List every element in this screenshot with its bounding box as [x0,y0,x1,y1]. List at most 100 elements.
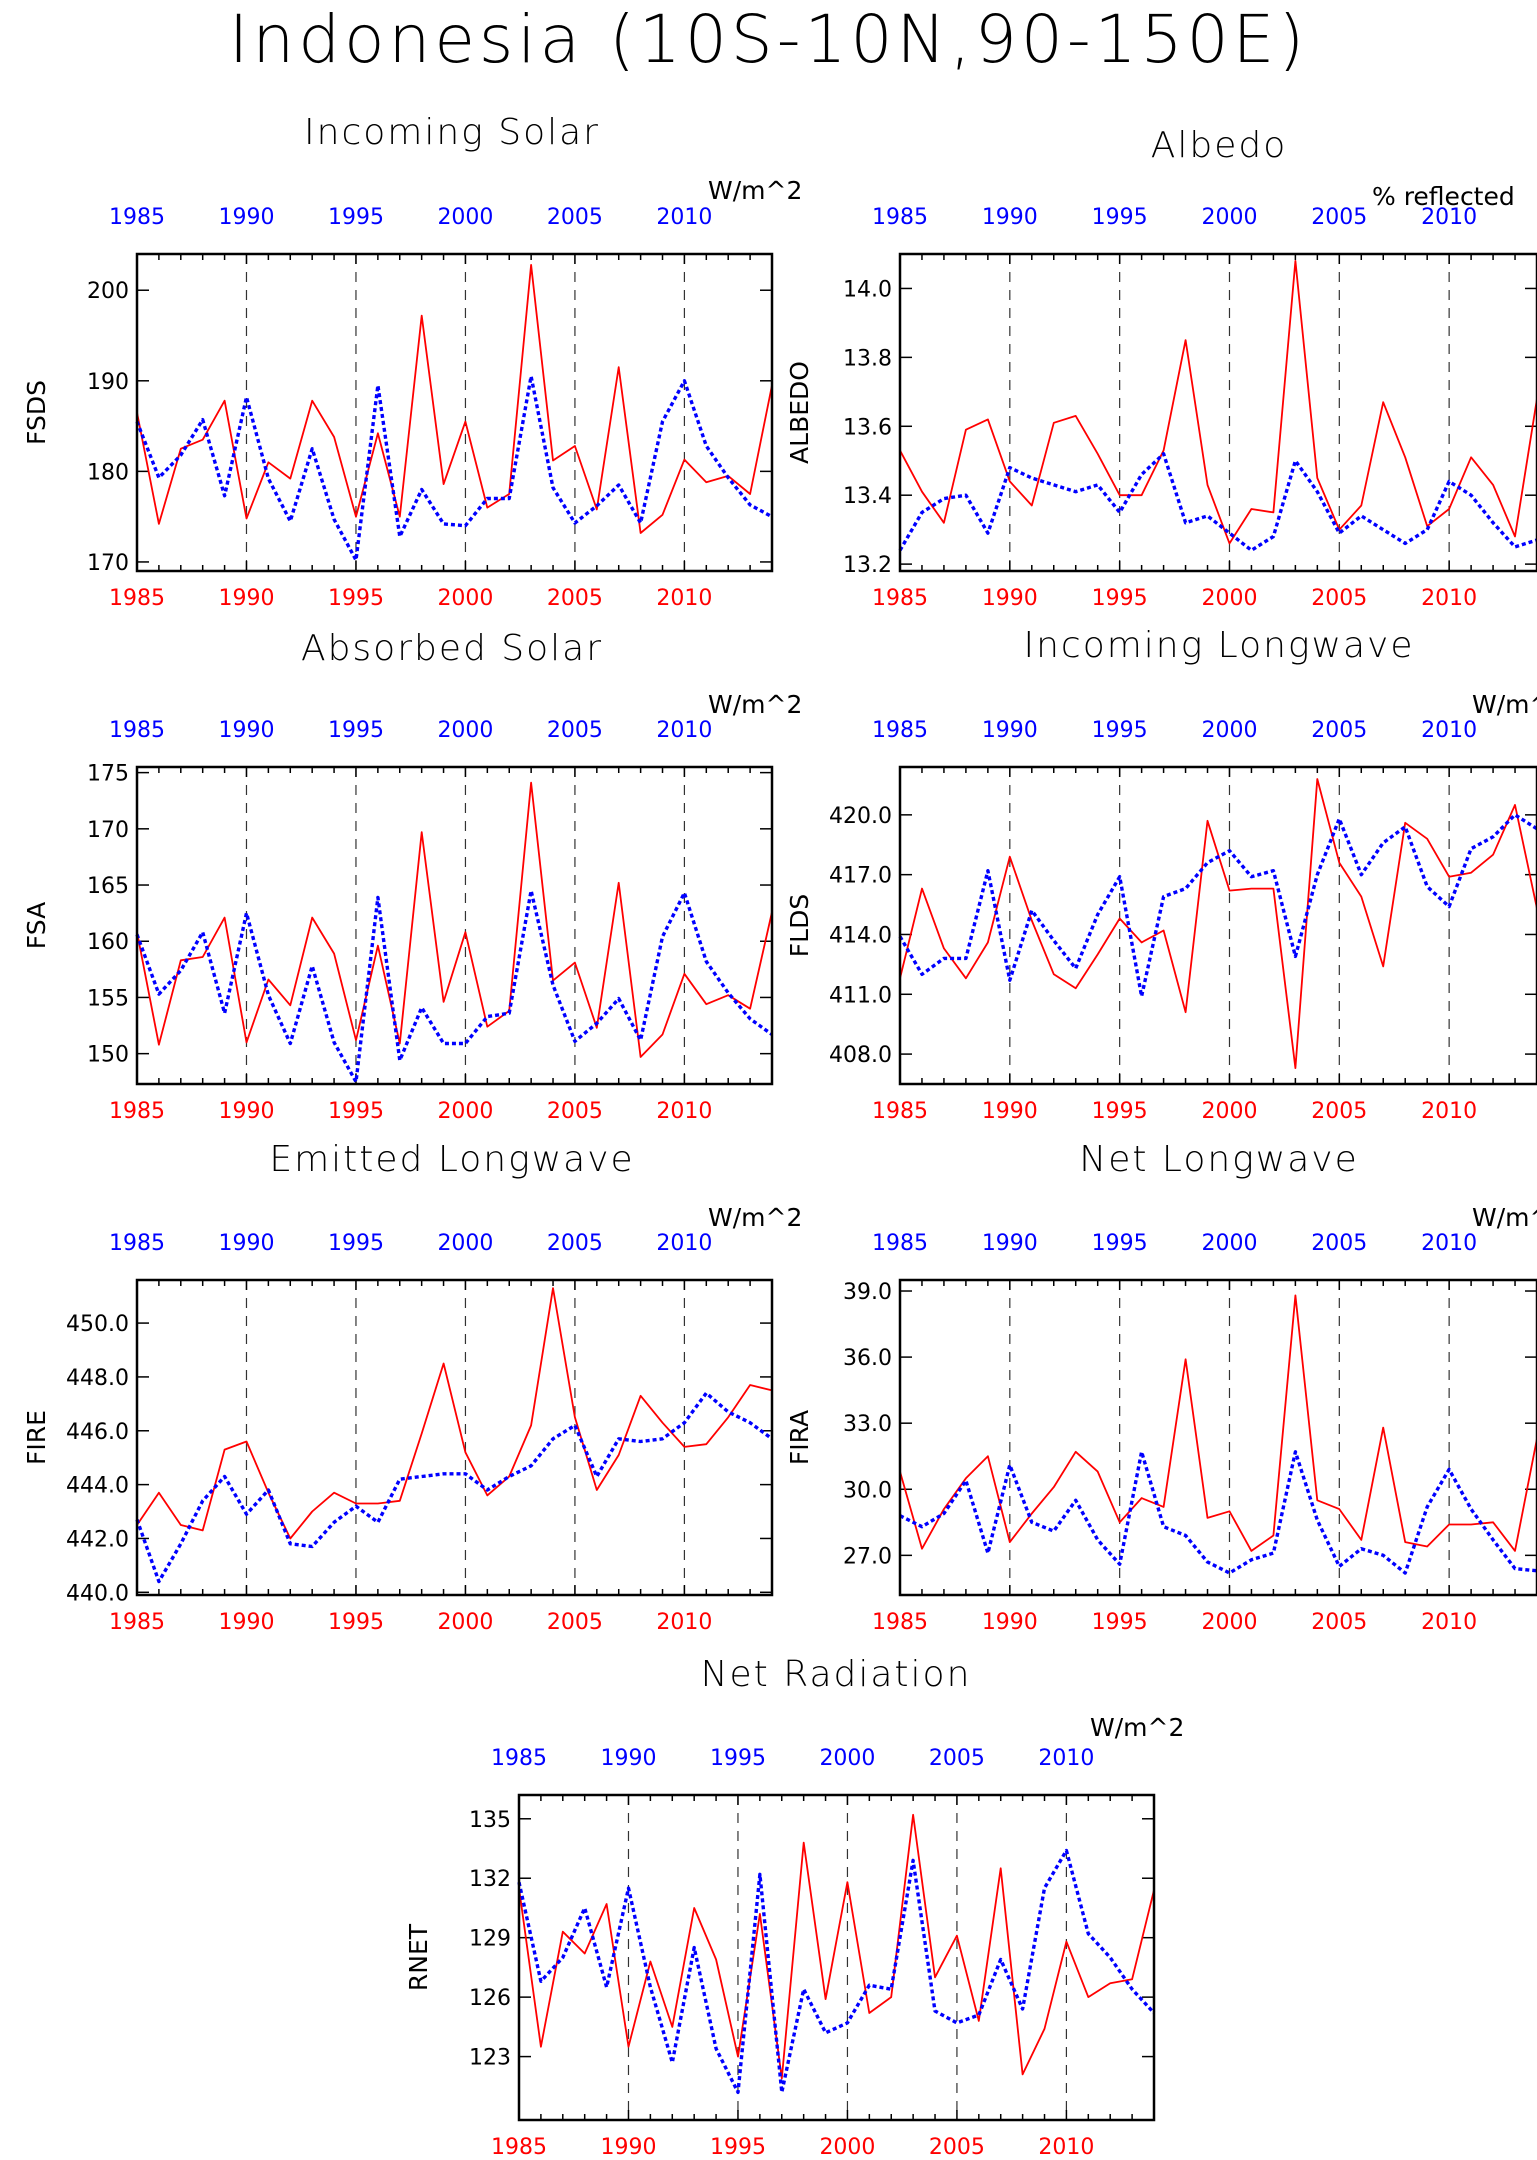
x-tick-label-bottom: 1985 [109,586,165,611]
y-tick-label: 135 [469,1808,511,1833]
x-tick-label-bottom: 1995 [1092,1610,1148,1635]
x-tick-label-top: 1990 [982,1231,1038,1256]
y-tick-label: 13.2 [843,553,892,578]
y-tick-label: 13.8 [843,346,892,371]
y-tick-label: 170 [87,818,129,843]
x-tick-label-bottom: 1995 [1092,586,1148,611]
x-tick-label-top: 1990 [600,1746,656,1771]
x-tick-label-top: 2005 [547,205,603,230]
x-tick-label-top: 2010 [656,1231,712,1256]
x-tick-label-top: 2000 [1201,205,1257,230]
chart-panel-fira: Net Longwave W/m^2 FIRA 27.0 30.0 33.0 36.0 39.… [785,1139,1537,1635]
x-tick-label-top: 1985 [872,718,928,743]
y-axis-label: FIRE [22,1410,51,1465]
plot-frame [135,1278,774,1597]
x-tick-label-bottom: 2010 [1421,1099,1477,1124]
x-tick-label-bottom: 2000 [1201,586,1257,611]
y-tick-label: 36.0 [843,1346,892,1371]
y-axis-label: ALBEDO [785,361,814,464]
y-tick-label: 160 [87,930,129,955]
x-tick-label-bottom: 2000 [437,1099,493,1124]
units-label: W/m^2 [708,1203,802,1232]
plot-frame [517,1793,1156,2122]
x-tick-label-top: 2010 [656,205,712,230]
y-tick-label: 420.0 [829,804,892,829]
x-tick-label-bottom: 2010 [656,586,712,611]
plot-frame [898,765,1537,1086]
plot-frame [135,765,774,1086]
y-tick-label: 155 [87,986,129,1011]
units-label: W/m^2 [708,690,802,719]
y-tick-label: 444.0 [66,1474,129,1499]
y-axis-label: FLDS [785,894,814,957]
x-tick-label-top: 2000 [437,1231,493,1256]
x-tick-label-bottom: 2005 [1311,586,1367,611]
series-line-red [899,1294,1537,1552]
y-tick-label: 33.0 [843,1412,892,1437]
x-tick-label-bottom: 2010 [656,1610,712,1635]
y-tick-label: 411.0 [829,983,892,1008]
x-tick-label-bottom: 1990 [218,1610,274,1635]
series-line-red [136,1287,773,1540]
y-tick-label: 13.4 [843,484,892,509]
x-tick-label-top: 2000 [819,1746,875,1771]
units-label: W/m^2 [1472,1203,1537,1232]
y-tick-label: 442.0 [66,1527,129,1552]
y-tick-label: 132 [469,1867,511,1892]
x-tick-label-bottom: 2000 [1201,1099,1257,1124]
x-tick-label-bottom: 2010 [1421,1610,1477,1635]
y-axis-label: RNET [404,1923,433,1991]
x-tick-label-top: 1985 [109,1231,165,1256]
y-tick-label: 165 [87,874,129,899]
x-tick-label-bottom: 1990 [982,586,1038,611]
x-tick-label-bottom: 2000 [437,586,493,611]
plot-frame [898,1278,1537,1597]
x-tick-label-bottom: 1990 [218,586,274,611]
series-line-blue [898,813,1537,998]
x-tick-label-top: 1995 [328,718,384,743]
y-tick-label: 30.0 [843,1478,892,1503]
y-tick-label: 126 [469,1986,511,2011]
x-tick-label-bottom: 1995 [328,1099,384,1124]
x-tick-label-bottom: 1990 [600,2135,656,2160]
y-tick-label: 408.0 [829,1043,892,1068]
series-line-blue [135,889,773,1084]
x-tick-label-bottom: 2010 [1038,2135,1094,2160]
chart-panel-fire: Emitted Longwave W/m^2 FIRE 440.0 442.0 444.0… [22,1139,802,1635]
x-tick-label-bottom: 2000 [819,2135,875,2160]
chart-title: Emitted Longwave [269,1139,634,1180]
x-tick-label-top: 2005 [1311,718,1367,743]
x-tick-label-bottom: 2005 [547,586,603,611]
series-line-red [518,1813,1155,2080]
plot-frame [898,252,1537,573]
y-axis-label: FSA [22,902,51,949]
series-line-red [136,263,773,534]
x-tick-label-top: 1990 [218,205,274,230]
y-tick-label: 150 [87,1043,129,1068]
x-tick-label-bottom: 1990 [982,1099,1038,1124]
x-tick-label-top: 2000 [1201,718,1257,743]
x-tick-label-top: 2000 [1201,1231,1257,1256]
x-tick-label-top: 1985 [109,205,165,230]
chart-title: Absorbed Solar [301,628,603,669]
plot-frame [135,252,774,573]
x-tick-label-top: 1985 [872,1231,928,1256]
x-tick-label-bottom: 2005 [547,1099,603,1124]
x-tick-label-top: 2010 [1421,1231,1477,1256]
units-label: W/m^2 [708,176,802,205]
x-tick-label-top: 1990 [982,205,1038,230]
y-tick-label: 448.0 [66,1366,129,1391]
x-tick-label-bottom: 1995 [328,586,384,611]
series-line-blue [135,374,773,562]
y-tick-label: 417.0 [829,864,892,889]
y-tick-label: 450.0 [66,1312,129,1337]
y-tick-label: 446.0 [66,1420,129,1445]
x-tick-label-bottom: 1990 [218,1099,274,1124]
chart-title: Incoming Solar [304,112,600,153]
chart-title: Net Longwave [1079,1139,1358,1180]
y-tick-label: 14.0 [843,277,892,302]
y-tick-label: 39.0 [843,1280,892,1305]
x-tick-label-top: 1985 [872,205,928,230]
y-tick-label: 175 [87,762,129,787]
